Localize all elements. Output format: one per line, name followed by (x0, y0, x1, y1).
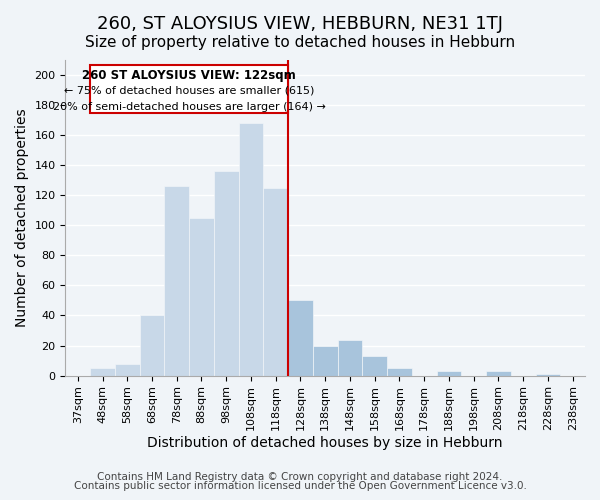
Bar (115, 364, 140, 376)
Text: 20% of semi-detached houses are larger (164) →: 20% of semi-detached houses are larger (… (53, 102, 326, 112)
Bar (164, 186, 189, 376)
Text: Size of property relative to detached houses in Hebburn: Size of property relative to detached ho… (85, 35, 515, 50)
Text: Contains HM Land Registry data © Crown copyright and database right 2024.: Contains HM Land Registry data © Crown c… (97, 472, 503, 482)
Bar (189, 218, 214, 376)
Text: Contains public sector information licensed under the Open Government Licence v3: Contains public sector information licen… (74, 481, 526, 491)
Bar (263, 188, 288, 376)
Text: 260 ST ALOYSIUS VIEW: 122sqm: 260 ST ALOYSIUS VIEW: 122sqm (82, 69, 296, 82)
Bar (140, 316, 164, 376)
Bar (239, 123, 263, 376)
Bar (214, 171, 239, 376)
Bar (288, 300, 313, 376)
Bar (486, 371, 511, 376)
Bar (362, 356, 387, 376)
X-axis label: Distribution of detached houses by size in Hebburn: Distribution of detached houses by size … (148, 436, 503, 450)
Bar (536, 374, 560, 376)
Bar (437, 371, 461, 376)
Bar (338, 340, 362, 376)
Y-axis label: Number of detached properties: Number of detached properties (15, 108, 29, 327)
Bar (313, 346, 338, 376)
Bar (387, 368, 412, 376)
Bar (90, 64, 288, 112)
Bar (90, 368, 115, 376)
Text: ← 75% of detached houses are smaller (615): ← 75% of detached houses are smaller (61… (64, 86, 314, 96)
Text: 260, ST ALOYSIUS VIEW, HEBBURN, NE31 1TJ: 260, ST ALOYSIUS VIEW, HEBBURN, NE31 1TJ (97, 15, 503, 33)
